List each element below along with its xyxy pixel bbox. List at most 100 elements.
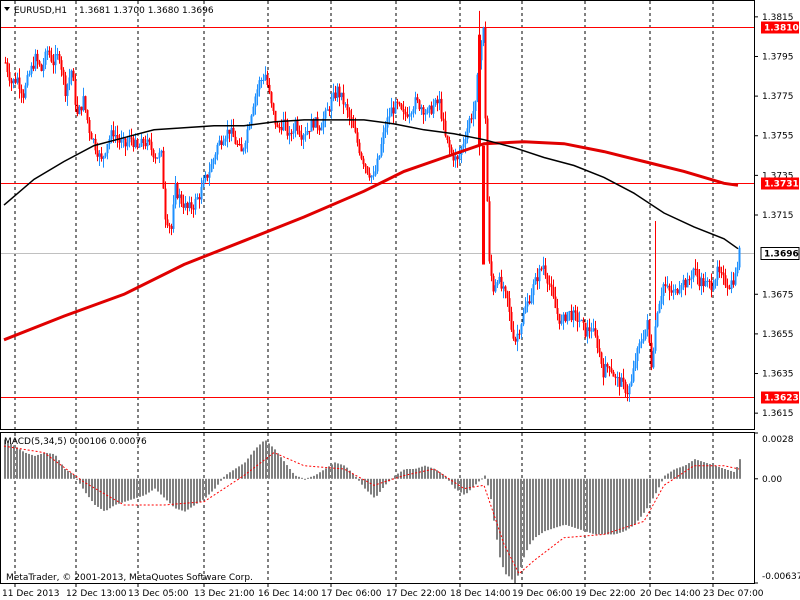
candle[interactable] bbox=[400, 103, 403, 111]
candle[interactable] bbox=[248, 121, 251, 131]
candle[interactable] bbox=[160, 149, 163, 157]
candle[interactable] bbox=[202, 175, 205, 188]
candle[interactable] bbox=[692, 267, 695, 283]
candle[interactable] bbox=[604, 356, 607, 379]
candle[interactable] bbox=[706, 277, 709, 288]
candle[interactable] bbox=[668, 283, 671, 301]
candle[interactable] bbox=[330, 93, 333, 119]
candle[interactable] bbox=[622, 368, 625, 390]
candle[interactable] bbox=[360, 151, 363, 161]
candle[interactable] bbox=[414, 91, 417, 115]
candle[interactable] bbox=[228, 129, 231, 143]
candle[interactable] bbox=[290, 129, 293, 142]
candle[interactable] bbox=[404, 106, 407, 121]
candle[interactable] bbox=[592, 318, 595, 332]
candle[interactable] bbox=[230, 119, 233, 142]
candle[interactable] bbox=[450, 144, 453, 155]
candle[interactable] bbox=[550, 276, 553, 296]
candle[interactable] bbox=[40, 63, 43, 72]
candle[interactable] bbox=[208, 162, 211, 186]
candle[interactable] bbox=[318, 125, 321, 136]
candle[interactable] bbox=[300, 124, 303, 146]
candle[interactable] bbox=[474, 100, 477, 120]
candle[interactable] bbox=[344, 102, 347, 108]
candle[interactable] bbox=[498, 272, 501, 284]
candle[interactable] bbox=[36, 49, 39, 69]
candle[interactable] bbox=[436, 95, 439, 112]
candle[interactable] bbox=[488, 196, 491, 264]
candle[interactable] bbox=[570, 304, 573, 323]
candle[interactable] bbox=[424, 109, 427, 122]
candlesticks[interactable] bbox=[4, 10, 741, 402]
candle[interactable] bbox=[196, 193, 199, 200]
candle[interactable] bbox=[698, 269, 701, 291]
candle[interactable] bbox=[416, 93, 419, 104]
candle[interactable] bbox=[652, 347, 655, 369]
candle[interactable] bbox=[296, 116, 299, 135]
candle[interactable] bbox=[302, 133, 305, 150]
candle[interactable] bbox=[510, 306, 513, 332]
candle[interactable] bbox=[10, 77, 13, 92]
candle[interactable] bbox=[192, 204, 195, 218]
candle[interactable] bbox=[326, 102, 329, 111]
candle[interactable] bbox=[598, 339, 601, 358]
candle[interactable] bbox=[162, 146, 165, 189]
candle[interactable] bbox=[102, 155, 105, 168]
candle[interactable] bbox=[454, 148, 457, 168]
candle[interactable] bbox=[494, 279, 497, 293]
candle[interactable] bbox=[654, 316, 657, 354]
candle[interactable] bbox=[434, 98, 437, 107]
triangle-down-icon[interactable] bbox=[4, 7, 10, 11]
candle[interactable] bbox=[258, 76, 261, 97]
time-axis[interactable]: 11 Dec 2013 12 Dec 13:00 13 Dec 05:00 13 De… bbox=[2, 583, 764, 599]
candle[interactable] bbox=[350, 108, 353, 129]
candle[interactable] bbox=[600, 351, 603, 369]
candle[interactable] bbox=[676, 288, 679, 296]
candle[interactable] bbox=[680, 283, 683, 298]
candle[interactable] bbox=[566, 311, 569, 325]
candle[interactable] bbox=[166, 214, 169, 228]
candle[interactable] bbox=[14, 72, 17, 85]
candle[interactable] bbox=[78, 105, 81, 115]
macd-axis[interactable]: 0.0028 0.00 -0.00637 bbox=[754, 432, 800, 584]
candle[interactable] bbox=[606, 362, 609, 373]
candle[interactable] bbox=[54, 45, 57, 74]
candle[interactable] bbox=[298, 125, 301, 138]
candle[interactable] bbox=[648, 319, 651, 346]
candle[interactable] bbox=[164, 181, 167, 228]
candle[interactable] bbox=[120, 130, 123, 149]
candle[interactable] bbox=[468, 115, 471, 133]
candle[interactable] bbox=[584, 322, 587, 339]
candle[interactable] bbox=[396, 98, 399, 110]
candle[interactable] bbox=[84, 95, 87, 113]
candle[interactable] bbox=[428, 104, 431, 118]
candle[interactable] bbox=[240, 137, 243, 152]
candle[interactable] bbox=[104, 152, 107, 159]
candle[interactable] bbox=[42, 58, 45, 78]
candle[interactable] bbox=[270, 91, 273, 108]
candle[interactable] bbox=[432, 98, 435, 119]
candle[interactable] bbox=[602, 358, 605, 386]
candle[interactable] bbox=[186, 201, 189, 216]
candle[interactable] bbox=[18, 68, 21, 99]
candle[interactable] bbox=[188, 196, 191, 212]
candle[interactable] bbox=[256, 84, 259, 106]
candle[interactable] bbox=[264, 66, 267, 81]
candle[interactable] bbox=[690, 270, 693, 289]
candle[interactable] bbox=[50, 47, 53, 63]
candle[interactable] bbox=[368, 167, 371, 181]
candle[interactable] bbox=[80, 106, 83, 116]
candle[interactable] bbox=[542, 256, 545, 276]
candle[interactable] bbox=[738, 245, 741, 271]
candle[interactable] bbox=[28, 70, 31, 77]
candle[interactable] bbox=[576, 306, 579, 332]
candle[interactable] bbox=[132, 134, 135, 152]
candle[interactable] bbox=[38, 59, 41, 67]
candle[interactable] bbox=[508, 290, 511, 322]
candle[interactable] bbox=[650, 334, 653, 371]
candle[interactable] bbox=[482, 145, 485, 265]
candle[interactable] bbox=[310, 113, 313, 132]
candle[interactable] bbox=[372, 165, 375, 180]
candle[interactable] bbox=[520, 322, 523, 339]
candle[interactable] bbox=[374, 165, 377, 177]
